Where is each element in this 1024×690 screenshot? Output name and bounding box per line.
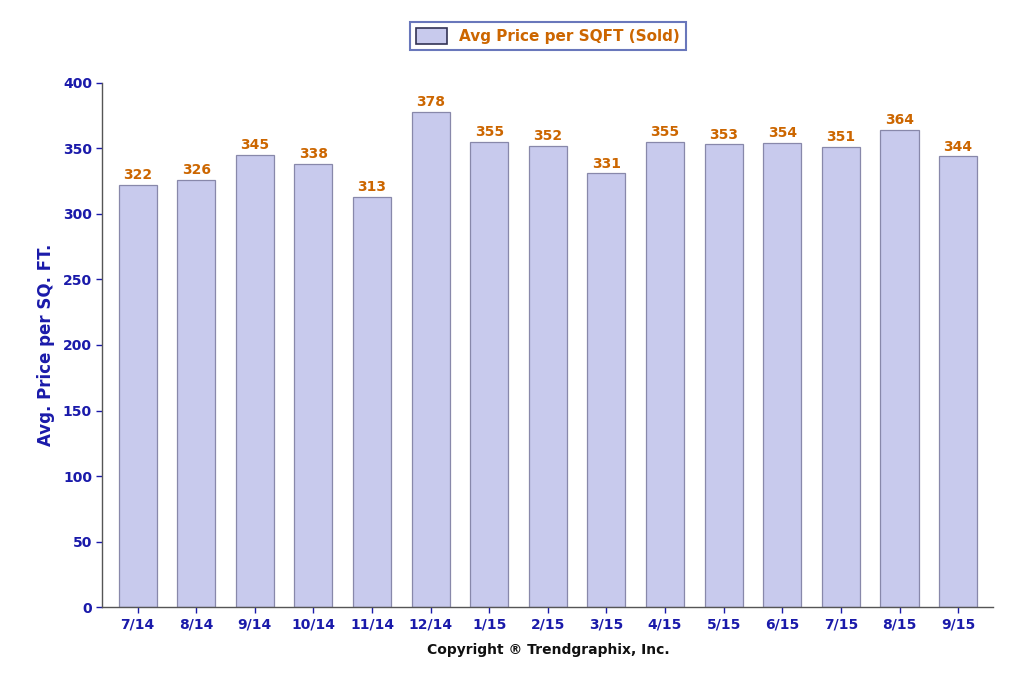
- Bar: [412, 112, 450, 607]
- Text: 355: 355: [475, 125, 504, 139]
- Bar: [939, 156, 977, 607]
- X-axis label: Copyright ® Trendgraphix, Inc.: Copyright ® Trendgraphix, Inc.: [427, 642, 669, 657]
- Text: 352: 352: [534, 129, 562, 143]
- Bar: [705, 144, 742, 607]
- Text: 331: 331: [592, 157, 621, 170]
- Bar: [119, 185, 157, 607]
- Text: 364: 364: [885, 113, 914, 128]
- Text: 353: 353: [710, 128, 738, 141]
- Bar: [763, 143, 802, 607]
- Text: 326: 326: [181, 164, 211, 177]
- Text: 354: 354: [768, 126, 797, 141]
- Legend: Avg Price per SQFT (Sold): Avg Price per SQFT (Sold): [410, 22, 686, 50]
- Bar: [822, 147, 860, 607]
- Text: 313: 313: [357, 180, 386, 195]
- Text: 338: 338: [299, 148, 328, 161]
- Bar: [177, 180, 215, 607]
- Bar: [588, 173, 626, 607]
- Text: 322: 322: [123, 168, 153, 182]
- Bar: [470, 141, 508, 607]
- Text: 345: 345: [241, 138, 269, 152]
- Bar: [294, 164, 333, 607]
- Bar: [236, 155, 273, 607]
- Bar: [353, 197, 391, 607]
- Text: 355: 355: [650, 125, 680, 139]
- Text: 344: 344: [943, 139, 973, 154]
- Bar: [881, 130, 919, 607]
- Bar: [528, 146, 567, 607]
- Text: 378: 378: [416, 95, 445, 109]
- Text: 351: 351: [826, 130, 855, 144]
- Bar: [646, 141, 684, 607]
- Y-axis label: Avg. Price per SQ. FT.: Avg. Price per SQ. FT.: [37, 244, 54, 446]
